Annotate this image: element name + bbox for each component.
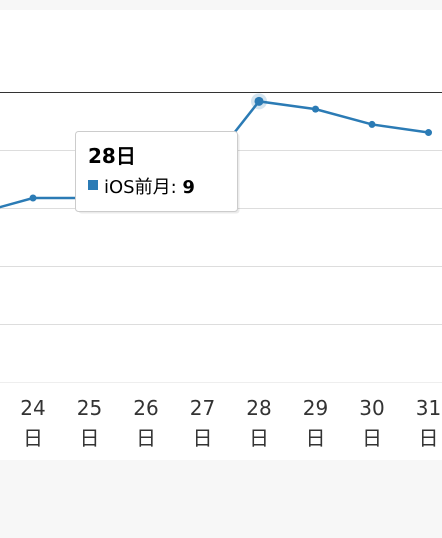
tooltip-label: iOS前月: 9: [104, 177, 195, 198]
x-tick-label-part: 30: [359, 396, 384, 420]
x-tick-label: 25 日: [77, 396, 102, 450]
x-tick-label: 30 日: [359, 396, 384, 450]
x-tick-label: 29 日: [303, 396, 328, 450]
x-tick-label-part: 26: [133, 396, 158, 420]
x-tick-label-part: 日: [136, 426, 156, 450]
x-tick-label: 27 日: [190, 396, 215, 450]
tooltip-title: 28日: [88, 144, 136, 168]
x-axis: 24 日 25 日 26 日 27 日 28 日 29 日 30 日 31 日: [20, 396, 441, 450]
tooltip-box: [75, 131, 238, 212]
x-tick-label-part: 日: [419, 426, 439, 450]
x-tick-label-part: 27: [190, 396, 215, 420]
point: [254, 96, 264, 106]
tooltip: 28日 iOS前月: 9: [75, 131, 240, 214]
plot-background: [0, 10, 442, 460]
point: [425, 129, 432, 137]
x-tick-label-part: 日: [193, 426, 213, 450]
tooltip-marker: [88, 180, 98, 190]
tooltip-value: 9: [182, 177, 195, 198]
tooltip-series: iOS前月:: [104, 177, 177, 198]
point: [368, 120, 376, 128]
x-tick-label-part: 日: [23, 426, 43, 450]
x-tick-label-part: 日: [80, 426, 100, 450]
x-tick-label: 26 日: [133, 396, 158, 450]
x-tick-label-part: 日: [362, 426, 382, 450]
x-tick-label-part: 31: [416, 396, 441, 420]
x-tick-label-part: 25: [77, 396, 102, 420]
x-tick-label: 28 日: [246, 396, 271, 450]
point: [312, 105, 319, 113]
x-tick-label: 31 日: [416, 396, 441, 450]
x-tick-label-part: 日: [249, 426, 269, 450]
x-tick-label-part: 28: [246, 396, 271, 420]
x-tick-label-part: 29: [303, 396, 328, 420]
x-tick-label-part: 24: [20, 396, 45, 420]
x-tick-label: 24 日: [20, 396, 45, 450]
point: [29, 194, 37, 202]
x-tick-label-part: 日: [306, 426, 326, 450]
